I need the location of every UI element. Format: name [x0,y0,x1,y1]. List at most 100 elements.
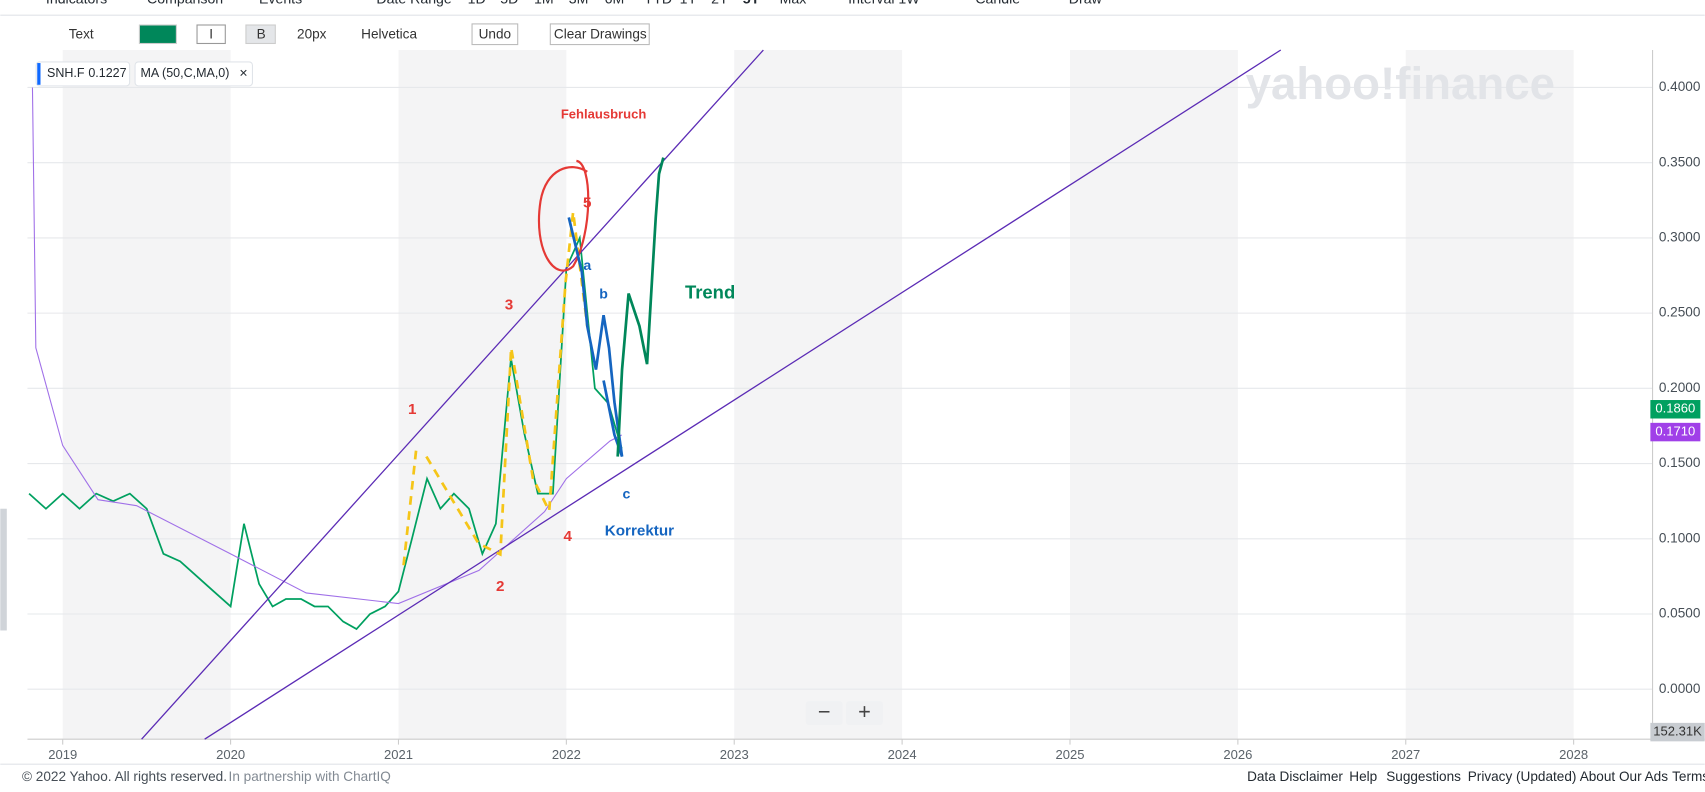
toolbar-item[interactable]: Comparison [147,0,223,7]
footer-link[interactable]: About Our Ads [1580,769,1669,784]
footer-link[interactable]: Terms [1672,769,1705,784]
toolbar-item[interactable]: Date Range [376,0,452,7]
y-tick-label: 0.1500 [1659,455,1701,470]
draw-toolbar-item[interactable]: Clear Drawings [554,26,647,41]
toolbar-item[interactable]: 3M [569,0,589,7]
legend-chip[interactable] [134,61,254,87]
toolbar-item[interactable]: 1D [468,0,486,7]
draw-toolbar-item[interactable]: 20px [297,26,327,41]
annotation: Korrektur [605,523,674,540]
price-tag [1650,722,1705,742]
footer-link[interactable]: Privacy (Updated) [1468,769,1577,784]
clear-button[interactable] [549,23,650,46]
year-band [734,50,903,740]
bold-button[interactable] [245,24,276,45]
zoom-in-icon[interactable]: + [858,699,871,724]
annotation: Fehlausbruch [561,107,646,122]
annotation: 1 [408,401,417,418]
price-line [28,234,623,631]
watermark: yahoo!finance [1246,58,1555,109]
toolbar-item[interactable]: Draw [1069,0,1103,7]
y-tick-label: 0.1000 [1659,530,1701,545]
footer-link[interactable]: Data Disclaimer [1247,769,1343,784]
annotation: 5 [583,194,592,211]
toolbar-item[interactable]: Indicators [46,0,107,7]
dashed-path [402,211,589,566]
draw-toolbar-item[interactable]: Text [69,26,94,41]
y-tick-label: 0.3500 [1659,154,1701,169]
annotation: 3 [505,296,513,313]
annotation: 2 [496,578,504,595]
year-band [62,50,231,740]
y-tick-label: 0.3000 [1659,229,1701,244]
x-tick-label: 2020 [216,747,245,762]
zoom-out[interactable] [805,701,843,726]
price-tag [1650,400,1701,419]
zoom-out-icon[interactable]: − [818,699,831,724]
x-tick-label: 2024 [888,747,917,762]
year-band [1405,50,1574,740]
price-tag [1650,422,1701,442]
toolbar-item[interactable]: YTD [644,0,672,7]
footer-link[interactable]: Help [1349,769,1377,784]
trend-line [204,49,1282,740]
draw-toolbar-item[interactable]: Helvetica [361,26,417,41]
x-tick-label: 2021 [384,747,413,762]
toolbar-item[interactable]: 2Y [711,0,729,7]
color-swatch[interactable] [138,24,177,45]
annotation: a [583,257,591,273]
annotation: Trend [685,281,735,302]
legend-chip[interactable] [35,61,131,87]
trend-line [141,49,764,740]
toolbar-item[interactable]: 6M [605,0,625,7]
price-tag-label: 0.1710 [1655,424,1695,439]
x-tick-label: 2023 [720,747,749,762]
draw-toolbar-item[interactable]: B [257,26,266,41]
annotation: b [599,285,608,301]
toolbar-item[interactable]: 5Y [743,0,761,7]
zoom-in[interactable] [845,701,883,726]
freehand-drawing [616,157,665,457]
drawings [141,49,1282,740]
remove-icon[interactable]: × [239,65,247,81]
y-tick-label: 0.0500 [1659,606,1701,621]
year-band [398,50,567,740]
footer-text: In partnership with ChartIQ [229,769,391,784]
legend-accent [37,63,41,85]
price-tag-label: 0.1860 [1655,401,1695,416]
y-tick-label: 0.2500 [1659,305,1701,320]
toolbar-item[interactable]: 1M [534,0,554,7]
toolbar-item[interactable]: Candle [975,0,1020,7]
x-tick-label: 2022 [552,747,581,762]
footer-link[interactable]: Suggestions [1386,769,1461,784]
side-handle [0,508,7,631]
y-tick-label: 0.4000 [1659,79,1701,94]
plot-area [27,50,1653,745]
x-tick-label: 2027 [1391,747,1420,762]
circle-drawing [538,159,590,272]
italic-button[interactable] [196,24,226,45]
annotation: 4 [563,528,572,545]
x-tick-label: 2019 [48,747,77,762]
toolbar-item[interactable]: Max [780,0,807,7]
y-tick-label: 0.2000 [1659,380,1701,395]
x-tick-label: 2025 [1055,747,1084,762]
footer-text: © 2022 Yahoo. All rights reserved. [22,769,227,784]
x-tick-label: 2028 [1559,747,1588,762]
draw-toolbar-item[interactable]: Undo [479,26,511,41]
undo-button[interactable] [471,23,519,46]
price-tag-label: 152.31K [1653,724,1702,739]
toolbar-item[interactable]: Events [259,0,302,7]
annotation: c [622,485,630,501]
draw-toolbar-item[interactable]: I [209,26,213,41]
x-tick-label: 2026 [1223,747,1252,762]
legend-label[interactable]: MA (50,C,MA,0) [141,66,230,80]
toolbar-item[interactable]: Interval 1W [848,0,920,7]
toolbar-item[interactable]: 5D [500,0,518,7]
y-tick-label: 0.0000 [1659,681,1701,696]
ma-line [31,87,622,605]
legend-label[interactable]: SNH.F [47,66,85,80]
toolbar-item[interactable]: 1Y [680,0,698,7]
legend-value[interactable]: 0.1227 [88,66,126,80]
